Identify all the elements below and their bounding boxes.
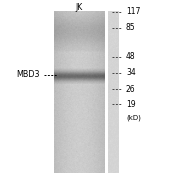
Text: 19: 19 [126, 100, 136, 109]
Text: (kD): (kD) [126, 115, 141, 121]
Text: 117: 117 [126, 7, 140, 16]
Text: MBD3: MBD3 [16, 70, 40, 79]
Text: 85: 85 [126, 23, 136, 32]
Text: 26: 26 [126, 85, 136, 94]
Text: 34: 34 [126, 68, 136, 77]
Text: JK: JK [76, 3, 83, 12]
Text: 48: 48 [126, 52, 136, 61]
